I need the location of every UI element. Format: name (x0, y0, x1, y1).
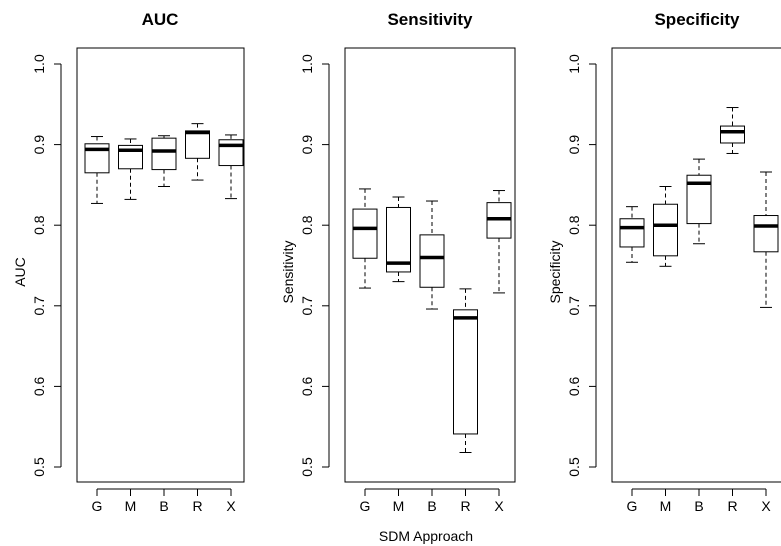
panel-3-y-tick-label: 0.7 (566, 296, 582, 316)
panel-2-box-B-iqr (419, 234, 445, 288)
panel-3-box-G-iqr (619, 218, 645, 248)
panel-1-box-X-iqr (218, 139, 244, 167)
panel-3-x-tick-label: M (660, 498, 672, 514)
panel-1-x-tick-label: M (125, 498, 137, 514)
shared-x-axis-label: SDM Approach (379, 528, 473, 544)
panel-2-y-tick-label: 0.9 (299, 135, 315, 155)
panel-2-x-tick-label: R (460, 498, 470, 514)
panel-3-y-tick-label: 0.6 (566, 376, 582, 396)
panel-3-title: Specificity (654, 10, 740, 29)
panel-3-x-tick-label: B (694, 498, 703, 514)
panel-2-x-tick-label: X (494, 498, 504, 514)
panel-3-box-X-iqr (753, 215, 779, 253)
panel-1-x-tick-label: B (159, 498, 168, 514)
panel-2-y-tick-label: 0.8 (299, 215, 315, 235)
panel-1-frame (76, 47, 245, 483)
panel-2-x-tick-label: B (427, 498, 436, 514)
panel-2-box-G-iqr (352, 208, 378, 259)
panel-3-y-tick-label: 0.5 (566, 457, 582, 477)
panel-1-y-tick-label: 0.8 (31, 215, 47, 235)
panel-2-y-tick-label: 1.0 (299, 54, 315, 74)
panel-1-x-tick-label: X (226, 498, 236, 514)
panel-1-box-R-iqr (185, 130, 210, 159)
panel-1-y-tick-label: 0.7 (31, 296, 47, 316)
panel-1-title: AUC (142, 10, 179, 29)
panel-1-x-tick-label: G (92, 498, 103, 514)
panel-2-x-tick-label: M (393, 498, 405, 514)
panel-2-box-R-iqr (453, 309, 478, 435)
panel-2-y-tick-label: 0.6 (299, 376, 315, 396)
panel-3-y-axis-label: Specificity (547, 240, 563, 303)
panel-1-y-axis-label: AUC (12, 257, 28, 287)
panel-1-box-B-iqr (151, 137, 177, 171)
panel-2-y-tick-label: 0.5 (299, 457, 315, 477)
panel-1-y-tick-label: 0.9 (31, 135, 47, 155)
panel-2-y-tick-label: 0.7 (299, 296, 315, 316)
panel-3-y-tick-label: 0.9 (566, 135, 582, 155)
panel-1-y-tick-label: 1.0 (31, 54, 47, 74)
panel-3-box-M-iqr (653, 203, 678, 257)
panel-2-box-M-iqr (386, 206, 411, 273)
panel-1-y-tick-label: 0.6 (31, 376, 47, 396)
panel-2-y-axis-label: Sensitivity (280, 240, 296, 303)
panel-2-x-tick-label: G (360, 498, 371, 514)
panel-1-y-tick-label: 0.5 (31, 457, 47, 477)
panel-2-frame (344, 47, 516, 483)
panel-3-box-R-iqr (720, 125, 745, 144)
panel-3-x-tick-label: G (627, 498, 638, 514)
panel-1-x-tick-label: R (192, 498, 202, 514)
panel-3-x-tick-label: R (727, 498, 737, 514)
panel-3-frame (611, 47, 781, 483)
panel-3-y-tick-label: 0.8 (566, 215, 582, 235)
panel-2-title: Sensitivity (387, 10, 473, 29)
panel-3-y-tick-label: 1.0 (566, 54, 582, 74)
panel-3-x-tick-label: X (761, 498, 771, 514)
